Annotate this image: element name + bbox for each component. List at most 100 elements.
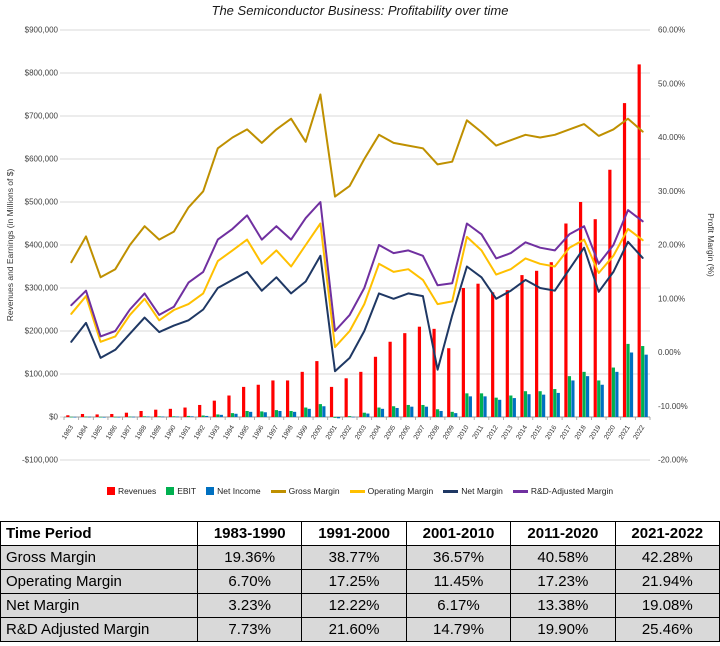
bar-revenues — [535, 270, 539, 417]
y-right-tick-label: 0.00% — [658, 348, 681, 357]
table-cell: 42.28% — [614, 545, 720, 570]
col-header-time-period: Time Period — [0, 521, 198, 546]
bar-revenues — [315, 361, 319, 417]
legend-item-revenues: Revenues — [106, 486, 157, 496]
bar-revenues — [622, 103, 627, 417]
bar-ebit — [289, 410, 293, 417]
legend-item-net-margin: Net Margin — [443, 486, 503, 496]
y-right-tick-label: 60.00% — [658, 26, 685, 35]
legend-marker-r-d-adjusted-margin-icon — [512, 489, 528, 493]
y-right-tick-label: 30.00% — [658, 187, 685, 196]
bar-net-income — [73, 416, 77, 418]
col-header-2011-2020: 2011-2020 — [510, 521, 616, 546]
legend-item-ebit: EBIT — [166, 486, 196, 496]
x-tick-label: 2006 — [398, 424, 412, 441]
table-row-operating-margin: Operating Margin 6.70% 17.25% 11.45% 17.… — [0, 569, 720, 594]
table-cell: 40.58% — [510, 545, 616, 570]
table-cell: 12.22% — [301, 593, 407, 618]
bar-ebit — [260, 411, 264, 417]
table-cell: 36.57% — [405, 545, 512, 570]
bar-revenues — [110, 413, 114, 417]
bar-net-income — [322, 406, 326, 417]
table-cell: 14.79% — [405, 617, 512, 642]
bar-ebit — [567, 376, 572, 417]
bar-ebit — [274, 410, 279, 417]
y-left-tick-label: $500,000 — [25, 198, 59, 207]
bar-revenues — [168, 408, 172, 417]
bar-ebit — [421, 404, 425, 417]
bar-ebit — [597, 380, 601, 417]
bar-ebit — [172, 416, 176, 417]
legend-item-operating-margin: Operating Margin — [349, 486, 433, 496]
bar-net-income — [644, 354, 648, 417]
bar-net-income — [175, 416, 179, 418]
bar-revenues — [549, 262, 553, 417]
bar-net-income — [542, 394, 546, 417]
x-tick-label: 2021 — [618, 424, 632, 441]
legend-item-net-income: Net Income — [206, 486, 261, 496]
x-tick-label: 2017 — [559, 424, 573, 441]
y-left-tick-label: $0 — [49, 413, 58, 422]
bar-revenues — [198, 404, 202, 417]
table-cell: 25.46% — [614, 617, 720, 642]
x-tick-label: 2014 — [515, 424, 529, 441]
profitability-chart: $900,000 $800,000 $700,000 $600,000 $500,000… — [5, 26, 716, 465]
x-tick-label: 2009 — [442, 424, 456, 441]
legend-marker-net-income-icon — [206, 487, 215, 495]
x-tick-label: 2001 — [325, 424, 339, 441]
bar-ebit — [333, 417, 337, 418]
y-left-axis-title: Revenues and Earnings (in Millions of $) — [5, 169, 15, 322]
line-net-margin — [70, 240, 644, 373]
bar-net-income — [556, 392, 560, 417]
x-tick-label: 2007 — [413, 424, 427, 441]
bar-revenues — [578, 202, 583, 417]
bar-ebit — [479, 393, 484, 417]
bar-net-income — [219, 414, 223, 417]
bar-revenues — [212, 400, 216, 417]
bar-revenues — [329, 386, 334, 417]
x-tick-label: 1993 — [208, 424, 222, 441]
bar-revenues — [432, 328, 436, 417]
bar-revenues — [124, 412, 129, 417]
bar-net-income — [483, 396, 487, 417]
bar-net-income — [146, 416, 150, 418]
table-cell: 17.25% — [301, 569, 407, 594]
y-left-tick-label: $300,000 — [25, 284, 59, 293]
bar-ebit — [201, 415, 205, 417]
bar-revenues — [520, 275, 524, 417]
legend-label-ebit: EBIT — [177, 486, 197, 496]
bar-revenues — [285, 380, 290, 417]
x-tick-label: 2022 — [632, 424, 646, 441]
bar-ebit — [113, 416, 117, 418]
x-tick-label: 1987 — [120, 424, 134, 441]
x-tick-label: 1991 — [178, 424, 192, 441]
bar-ebit — [216, 414, 220, 417]
table-cell: 19.08% — [614, 593, 720, 618]
bar-ebit — [465, 393, 469, 417]
bar-revenues — [461, 288, 465, 417]
bar-revenues — [227, 395, 231, 417]
chart-title: The Semiconductor Business: Profitabilit… — [211, 3, 509, 18]
y-right-tick-label: 50.00% — [658, 79, 685, 88]
bar-ebit — [128, 416, 132, 418]
bar-ebit — [362, 412, 366, 417]
table-cell: 38.77% — [301, 545, 407, 570]
table-header-row: Time Period 1983-1990 1991-2000 2001-201… — [0, 521, 720, 546]
x-tick-label: 1984 — [76, 424, 90, 441]
summary-table: Time Period 1983-1990 1991-2000 2001-201… — [0, 521, 720, 642]
col-header-1991-2000: 1991-2000 — [301, 521, 407, 546]
bar-revenues — [373, 356, 378, 417]
bar-net-income — [615, 371, 619, 417]
bar-ebit — [304, 407, 308, 417]
bar-net-income — [380, 408, 385, 417]
x-tick-label: 2011 — [472, 424, 486, 440]
x-tick-label: 1985 — [90, 424, 104, 441]
x-tick-label: 2002 — [339, 424, 353, 441]
legend-marker-operating-margin-icon — [349, 489, 365, 493]
x-tick-label: 2015 — [530, 424, 544, 441]
bar-revenues — [417, 326, 422, 417]
x-tick-label: 1988 — [134, 424, 148, 441]
col-header-2021-2022: 2021-2022 — [614, 521, 720, 546]
legend-label-revenues: Revenues — [117, 486, 157, 496]
